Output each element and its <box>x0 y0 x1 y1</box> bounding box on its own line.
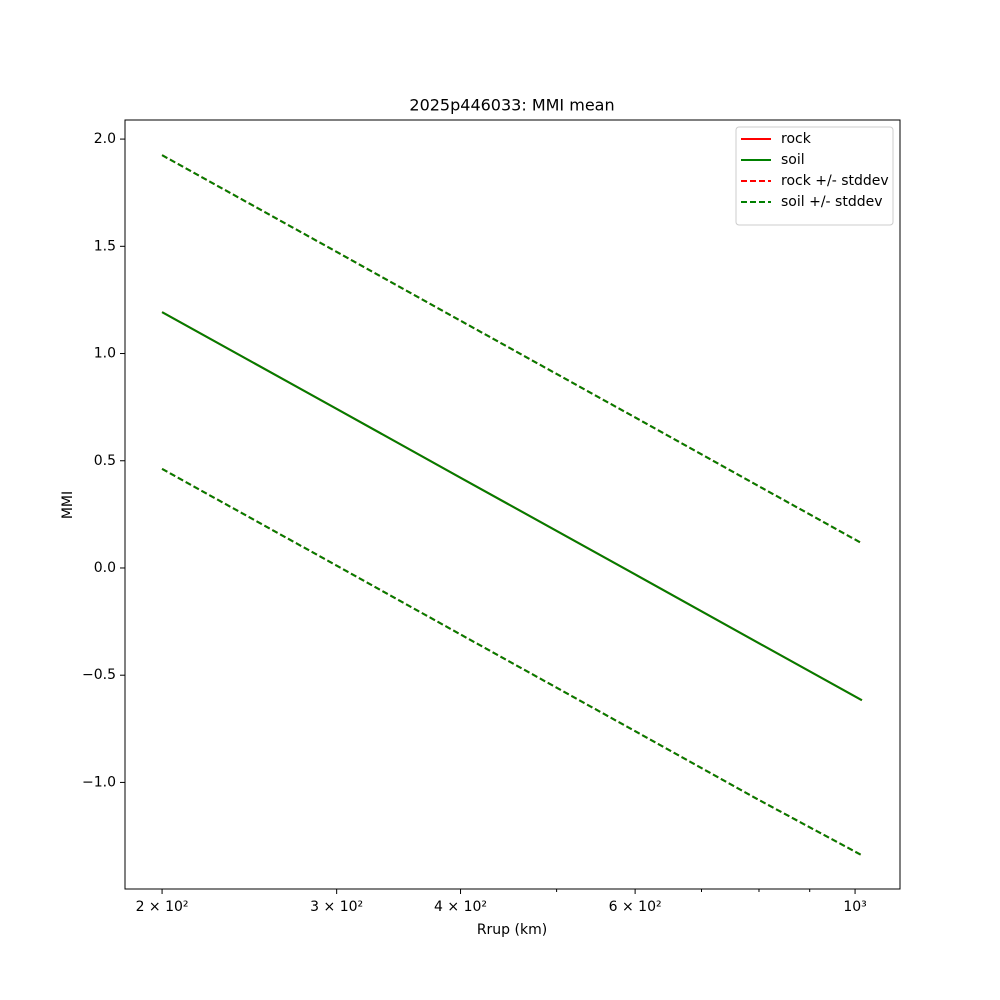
y-tick-label: −0.5 <box>82 667 116 683</box>
y-tick-label: 0.0 <box>94 560 116 576</box>
x-axis-label: Rrup (km) <box>477 922 547 938</box>
x-tick-label: 2 × 10² <box>136 899 189 915</box>
y-tick-label: −1.0 <box>82 774 116 790</box>
legend-label: soil <box>781 152 805 168</box>
y-tick-label: 2.0 <box>94 131 116 147</box>
x-tick-label: 3 × 10² <box>310 899 363 915</box>
chart-title: 2025p446033: MMI mean <box>409 96 614 115</box>
y-tick-label: 0.5 <box>94 453 116 469</box>
legend-label: rock <box>781 131 812 147</box>
legend-label: rock +/- stddev <box>781 173 889 189</box>
x-tick-label: 10³ <box>843 899 866 915</box>
series-line <box>161 468 863 857</box>
series-line <box>161 311 863 702</box>
plot-frame <box>124 119 901 890</box>
legend-box <box>735 126 894 226</box>
legend-label: soil +/- stddev <box>781 194 883 210</box>
y-tick-label: 1.5 <box>94 238 116 254</box>
y-axis-label: MMI <box>60 491 76 519</box>
series-line <box>161 154 863 545</box>
x-tick-label: 6 × 10² <box>609 899 662 915</box>
x-tick-label: 4 × 10² <box>434 899 487 915</box>
y-tick-label: 1.0 <box>94 346 116 362</box>
